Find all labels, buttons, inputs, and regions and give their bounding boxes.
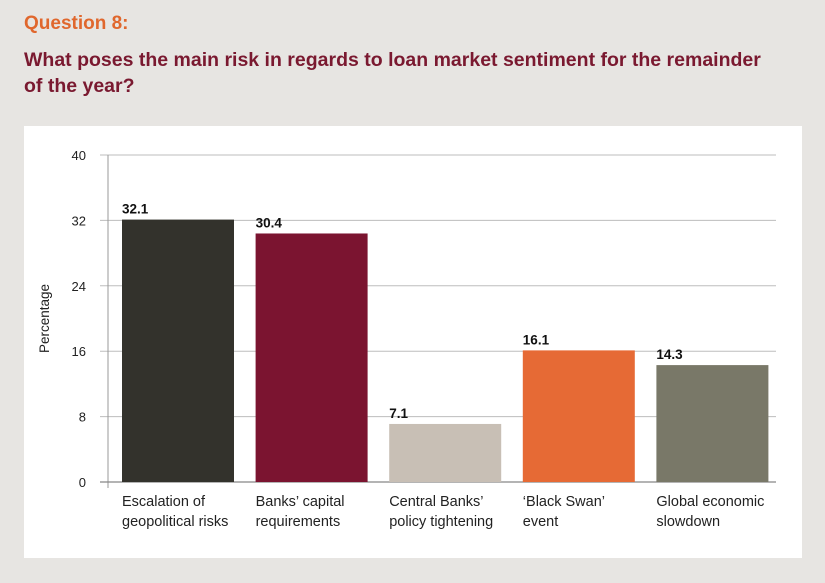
question-text: What poses the main risk in regards to l… bbox=[24, 49, 761, 97]
x-tick-label: ‘Black Swan’ bbox=[523, 494, 605, 510]
data-label: 14.3 bbox=[656, 347, 683, 362]
data-label: 16.1 bbox=[523, 332, 550, 347]
bar bbox=[122, 219, 234, 482]
bar bbox=[522, 350, 635, 482]
x-tick-label: Escalation of bbox=[122, 494, 206, 510]
y-tick-label: 16 bbox=[72, 344, 86, 359]
y-axis-title: Percentage bbox=[37, 284, 52, 353]
y-tick-label: 40 bbox=[72, 148, 86, 163]
x-tick-label: event bbox=[523, 514, 558, 530]
x-tick-label: geopolitical risks bbox=[122, 514, 228, 530]
question-label: Question 8: bbox=[24, 13, 129, 34]
y-tick-label: 24 bbox=[72, 279, 86, 294]
data-label: 30.4 bbox=[256, 215, 283, 230]
x-tick-label: Global economic bbox=[656, 494, 764, 510]
x-tick-label: Central Banks’ bbox=[389, 494, 483, 510]
bar bbox=[656, 365, 769, 482]
bar-chart: 0 8 16 24 32 40 Percentage 32.1 Escalation of geo… bbox=[37, 148, 776, 530]
y-tick-label: 8 bbox=[79, 410, 86, 425]
data-label: 7.1 bbox=[389, 406, 408, 421]
x-tick-label: requirements bbox=[256, 514, 341, 530]
y-tick-label: 0 bbox=[79, 475, 86, 490]
bar bbox=[255, 233, 368, 482]
y-tick-label: 32 bbox=[72, 213, 86, 228]
data-label: 32.1 bbox=[122, 202, 149, 217]
chart-panel: 0 8 16 24 32 40 Percentage 32.1 Escalation of geo… bbox=[24, 126, 802, 558]
x-tick-label: policy tightening bbox=[389, 514, 493, 530]
x-tick-label: slowdown bbox=[656, 514, 720, 530]
x-tick-label: Banks’ capital bbox=[256, 494, 345, 510]
bar bbox=[389, 423, 502, 482]
